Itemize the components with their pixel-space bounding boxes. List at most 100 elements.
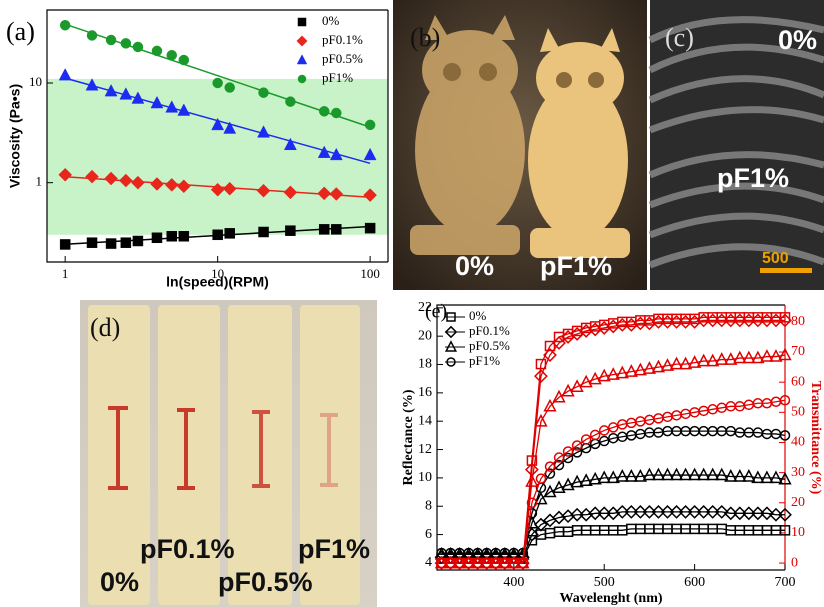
marker bbox=[121, 38, 131, 48]
marker bbox=[106, 35, 116, 45]
photo-c: (c) 0% pF1% 500 bbox=[650, 0, 824, 290]
y2-tick-label: 20 bbox=[791, 495, 805, 510]
marker bbox=[152, 46, 162, 56]
marker bbox=[60, 239, 70, 249]
y-axis-label: Viscosity (Pa•s) bbox=[7, 84, 23, 188]
marker bbox=[285, 226, 295, 236]
marker bbox=[259, 227, 269, 237]
y-tick-label: 10 bbox=[29, 74, 42, 89]
photo-caption: pF0.5% bbox=[218, 567, 313, 597]
y2-tick-label: 60 bbox=[791, 374, 805, 389]
x-axis-label: Wavelenght (nm) bbox=[559, 591, 662, 606]
panel-label: (c) bbox=[665, 23, 694, 52]
legend-label: pF0.5% bbox=[322, 51, 363, 66]
series-line bbox=[442, 355, 785, 563]
y-tick-label: 18 bbox=[418, 357, 432, 372]
y-axis-label: Reflectance (%) bbox=[401, 389, 416, 485]
x-tick-label: 100 bbox=[360, 266, 380, 281]
photo-d: (d) 0% pF0.1% pF0.5% pF1% bbox=[80, 300, 377, 607]
y2-tick-label: 40 bbox=[791, 435, 805, 450]
marker bbox=[152, 233, 162, 243]
x-tick-label: 700 bbox=[775, 575, 796, 590]
y-tick-label: 12 bbox=[418, 442, 432, 457]
photo-caption: 0% bbox=[778, 25, 817, 55]
marker bbox=[771, 472, 782, 482]
marker bbox=[213, 78, 223, 88]
marker bbox=[179, 55, 189, 65]
y2-tick-label: 0 bbox=[791, 555, 798, 570]
legend-label: pF0.1% bbox=[469, 323, 510, 338]
y2-tick-label: 80 bbox=[791, 314, 805, 329]
photo-caption: pF1% bbox=[298, 534, 370, 564]
panel-label: (b) bbox=[410, 23, 440, 52]
y2-tick-label: 50 bbox=[791, 405, 805, 420]
marker bbox=[331, 224, 341, 234]
y2-tick-label: 30 bbox=[791, 465, 805, 480]
figure: (b) 0% pF1% (c) 0% pF1% 500 (d) 0% pF0.1… bbox=[0, 0, 824, 607]
photo-b: (b) 0% pF1% bbox=[393, 0, 647, 290]
legend-label: pF0.5% bbox=[469, 338, 510, 353]
y2-tick-label: 70 bbox=[791, 344, 805, 359]
y-tick-label: 4 bbox=[425, 555, 432, 570]
scale-bar bbox=[760, 268, 812, 273]
x-tick-label: 1 bbox=[62, 266, 69, 281]
y-tick-label: 16 bbox=[418, 385, 432, 400]
marker bbox=[59, 69, 71, 81]
marker bbox=[365, 223, 375, 233]
marker bbox=[319, 224, 329, 234]
x-tick-label: 500 bbox=[594, 575, 615, 590]
marker bbox=[285, 97, 295, 107]
y2-tick-label: 10 bbox=[791, 525, 805, 540]
marker bbox=[106, 239, 116, 249]
legend-marker bbox=[298, 75, 306, 83]
x-tick-label: 400 bbox=[503, 575, 524, 590]
marker bbox=[167, 50, 177, 60]
legend-marker bbox=[297, 36, 307, 46]
page: (b) 0% pF1% (c) 0% pF1% 500 (d) 0% pF0.1… bbox=[0, 0, 824, 607]
y-tick-label: 10 bbox=[418, 470, 432, 485]
marker bbox=[179, 231, 189, 241]
legend-label: 0% bbox=[322, 13, 340, 28]
y-tick-label: 1 bbox=[36, 174, 43, 189]
photo-caption: 0% bbox=[455, 251, 494, 281]
marker bbox=[225, 228, 235, 238]
marker bbox=[225, 83, 235, 93]
marker bbox=[167, 231, 177, 241]
y-tick-label: 20 bbox=[418, 328, 432, 343]
legend-marker bbox=[298, 18, 306, 26]
series-line bbox=[442, 475, 785, 554]
marker bbox=[87, 30, 97, 40]
y2-axis-label: Transmittance (%) bbox=[808, 381, 823, 495]
marker bbox=[331, 108, 341, 118]
panel-label: (a) bbox=[6, 17, 35, 46]
panel-label: (e) bbox=[425, 301, 447, 323]
legend-label: pF0.1% bbox=[322, 32, 363, 47]
marker bbox=[133, 236, 143, 246]
scale-bar-label: 500 bbox=[762, 250, 789, 267]
marker bbox=[259, 88, 269, 98]
legend-marker bbox=[446, 342, 456, 351]
photo-caption: pF1% bbox=[717, 163, 789, 193]
legend-label: pF1% bbox=[469, 353, 500, 368]
marker bbox=[319, 106, 329, 116]
marker bbox=[133, 42, 143, 52]
y-tick-label: 6 bbox=[425, 527, 432, 542]
marker bbox=[716, 469, 727, 479]
x-tick-label: 600 bbox=[684, 575, 705, 590]
photo-caption: pF1% bbox=[540, 251, 612, 281]
y-tick-label: 14 bbox=[418, 413, 432, 428]
photo-caption: pF0.1% bbox=[140, 534, 235, 564]
legend-label: 0% bbox=[469, 308, 487, 323]
legend-label: pF1% bbox=[322, 70, 353, 85]
panel-label: (d) bbox=[90, 313, 120, 342]
x-axis-label: ln(speed)(RPM) bbox=[166, 274, 269, 290]
marker bbox=[87, 238, 97, 248]
legend-marker bbox=[297, 55, 307, 64]
y-tick-label: 8 bbox=[425, 498, 432, 513]
marker bbox=[121, 238, 131, 248]
marker bbox=[365, 120, 375, 130]
marker bbox=[213, 230, 223, 240]
marker bbox=[60, 20, 70, 30]
marker bbox=[743, 471, 754, 481]
photo-caption: 0% bbox=[100, 567, 139, 597]
